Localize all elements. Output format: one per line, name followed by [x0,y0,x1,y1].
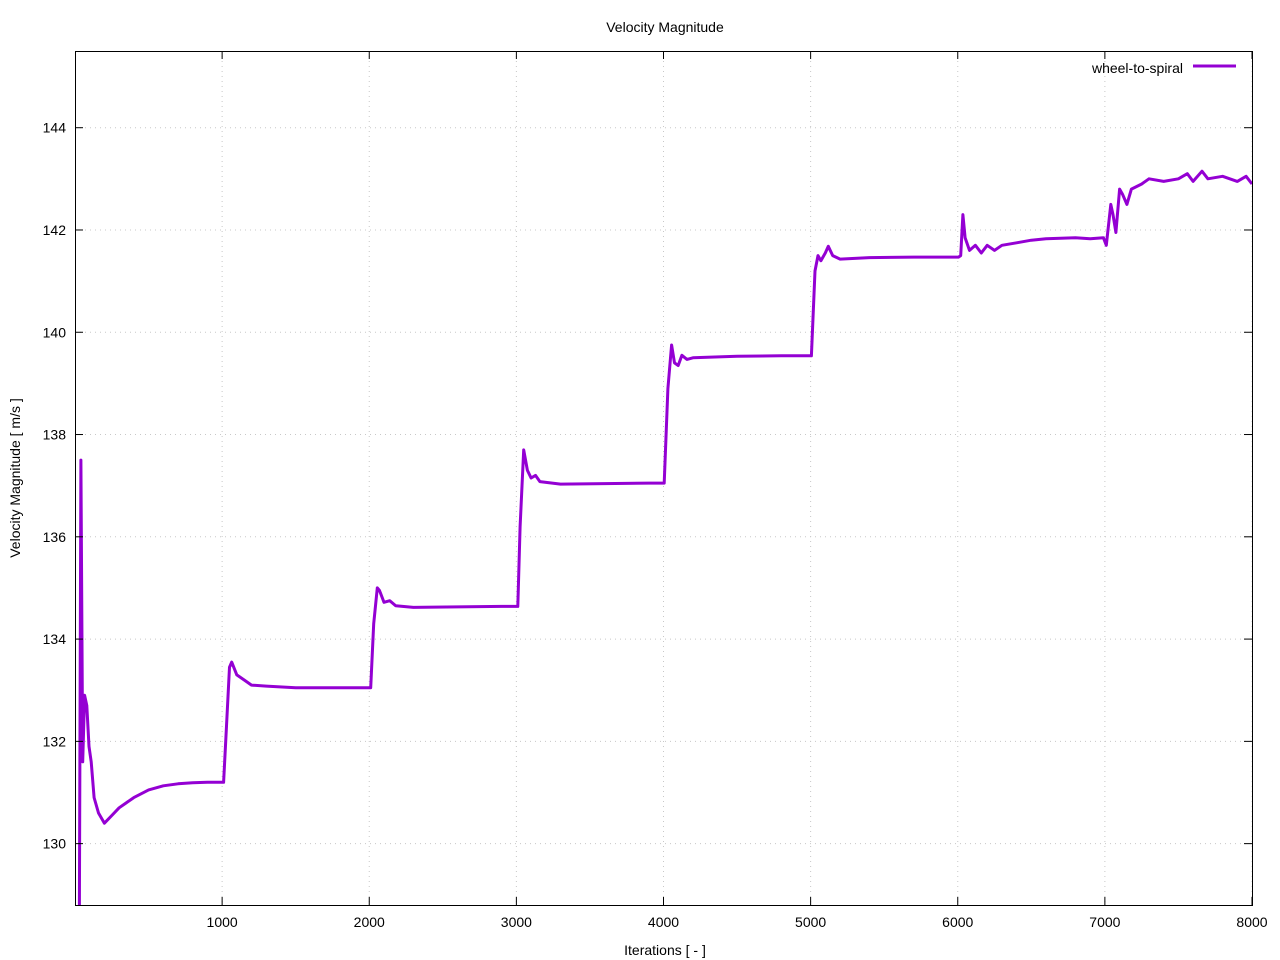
x-tick-labels: 1000 2000 3000 4000 5000 6000 7000 8000 [207,914,1268,930]
x-tick-label: 8000 [1236,914,1267,930]
x-tick-label: 5000 [795,914,826,930]
y-tick-label: 134 [43,631,67,647]
y-axis-label: Velocity Magnitude [ m/s ] [7,398,23,558]
x-tick-label: 1000 [207,914,238,930]
y-tick-label: 144 [43,120,67,136]
x-tick-label: 7000 [1089,914,1120,930]
chart-title: Velocity Magnitude [606,19,724,35]
legend-label-wheel-to-spiral: wheel-to-spiral [1091,60,1183,76]
y-tick-label: 136 [43,529,67,545]
legend: wheel-to-spiral [1091,60,1236,76]
y-tick-label: 142 [43,222,67,238]
y-tick-label: 140 [43,324,67,340]
x-tick-label: 4000 [648,914,679,930]
y-tick-labels: 130 132 134 136 138 140 142 144 [43,120,67,852]
y-tick-label: 130 [43,836,67,852]
grid-lines [75,51,1253,905]
x-tick-label: 2000 [354,914,385,930]
series-layer [77,169,1254,906]
x-axis-label: Iterations [ - ] [624,942,706,958]
series-line-wheel-to-spiral [77,169,1254,906]
x-tick-label: 6000 [942,914,973,930]
y-tick-label: 138 [43,427,67,443]
y-tick-label: 132 [43,733,67,749]
axis-ticks [75,51,1253,905]
x-tick-label: 3000 [501,914,532,930]
